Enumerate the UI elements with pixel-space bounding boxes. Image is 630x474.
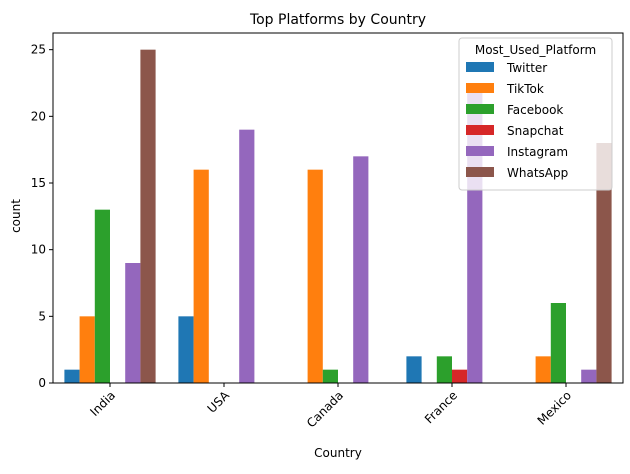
legend-swatch-facebook — [466, 104, 494, 114]
bar-snapchat-france — [452, 369, 468, 383]
legend-label-whatsapp: WhatsApp — [507, 166, 568, 180]
legend-swatch-snapchat — [466, 125, 494, 135]
bar-tiktok-usa — [193, 169, 209, 383]
bar-twitter-france — [406, 356, 422, 383]
y-tick-label: 20 — [31, 109, 46, 123]
bar-twitter-usa — [178, 316, 194, 383]
y-tick-label: 0 — [38, 376, 46, 390]
y-tick-label: 25 — [31, 43, 46, 57]
chart-title: Top Platforms by Country — [249, 12, 426, 28]
legend-label-instagram: Instagram — [507, 145, 568, 159]
y-axis: 0 5 10 15 20 25 — [31, 43, 53, 390]
plot-border — [52, 32, 624, 384]
legend-swatch-instagram — [466, 146, 494, 156]
plot-frame — [52, 32, 624, 384]
bar-twitter-india — [64, 369, 80, 383]
bar-instagram-mexico — [581, 369, 597, 383]
x-axis-label: Country — [314, 446, 362, 460]
legend-box — [458, 37, 613, 191]
y-tick-label: 5 — [38, 309, 46, 323]
y-tick-label: 15 — [31, 176, 46, 190]
legend-label-snapchat: Snapchat — [507, 124, 564, 138]
bar-facebook-mexico — [550, 303, 566, 383]
bar-instagram-canada — [353, 156, 369, 383]
legend-swatch-tiktok — [466, 83, 494, 93]
legend-label-twitter: Twitter — [506, 61, 547, 75]
y-axis-label: count — [9, 199, 23, 233]
bar-whatsapp-mexico — [596, 143, 612, 383]
legend-swatch-twitter — [466, 62, 494, 72]
y-tick-label: 10 — [31, 243, 46, 257]
legend-label-tiktok: TikTok — [506, 82, 544, 96]
legend-swatch-whatsapp — [466, 167, 494, 177]
bar-facebook-france — [436, 356, 452, 383]
bar-tiktok-canada — [307, 169, 323, 383]
legend-label-facebook: Facebook — [507, 103, 563, 117]
bar-tiktok-mexico — [535, 356, 551, 383]
bar-tiktok-india — [79, 316, 95, 383]
legend-title: Most_Used_Platform — [475, 43, 596, 57]
bar-whatsapp-india — [140, 49, 156, 384]
bar-instagram-usa — [239, 129, 255, 383]
legend: Most_Used_Platform Twitter TikTok Facebook S… — [458, 37, 613, 191]
bar-instagram-india — [125, 263, 141, 383]
bar-facebook-india — [94, 209, 110, 383]
bar-facebook-canada — [322, 369, 338, 383]
